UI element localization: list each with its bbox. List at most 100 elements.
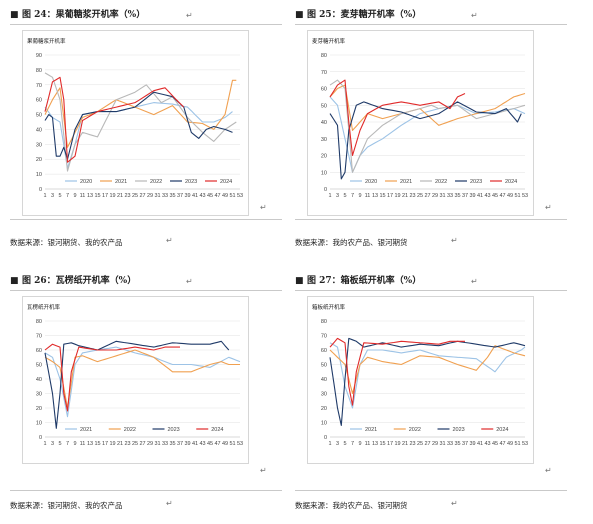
source-divider [295,219,567,220]
x-tick-label: 19 [109,193,115,199]
y-tick-label: 20 [321,154,327,160]
x-tick-label: 29 [432,441,438,447]
x-tick-label: 35 [169,193,175,199]
paragraph-mark-icon: ↵ [260,466,267,475]
x-tick-label: 47 [214,193,220,199]
x-tick-label: 1 [43,441,46,447]
x-tick-label: 41 [192,441,198,447]
legend-label: 2020 [80,179,92,185]
paragraph-mark-icon: ↵ [545,466,552,475]
x-tick-label: 13 [87,441,93,447]
x-tick-label: 7 [66,441,69,447]
x-tick-label: 5 [343,193,346,199]
x-tick-label: 19 [394,441,400,447]
x-tick-label: 19 [109,441,115,447]
figure-source: 数据来源：我的农产品、银河期货 [295,238,408,247]
x-tick-label: 9 [358,193,361,199]
figure-title-row: ■ 图 26：瓦楞纸开机率（%） ↵ [10,274,282,291]
x-tick-label: 53 [522,441,528,447]
x-tick-label: 39 [184,441,190,447]
figure-source: 数据来源：我的农产品、银河期货 [295,501,408,510]
x-tick-label: 29 [432,193,438,199]
x-tick-label: 7 [351,441,354,447]
x-tick-label: 5 [58,193,61,199]
legend-label: 2023 [470,179,482,185]
x-tick-label: 17 [102,193,108,199]
series-line-2022 [329,79,526,173]
x-tick-label: 51 [229,193,235,199]
paragraph-mark-icon: ↵ [166,499,173,508]
x-tick-label: 15 [379,193,385,199]
legend-label: 2022 [150,179,162,185]
x-tick-label: 41 [477,193,483,199]
x-tick-label: 29 [147,441,153,447]
x-tick-label: 27 [139,441,145,447]
series-line-2024 [44,343,180,412]
x-tick-label: 5 [58,441,61,447]
series-line-2021 [44,346,241,418]
series-line-2023 [329,337,526,426]
y-tick-label: 90 [36,53,42,59]
chart-box: 麦芽糖开机率 0 10 20 30 40 50 60 70 80 1 3 5 7 9 11 13 15 17 19 21… [307,30,534,216]
legend-label: 2024 [211,427,223,433]
y-tick-label: 50 [321,103,327,109]
y-tick-label: 70 [321,70,327,76]
figure-source: 数据来源：银河期货、我的农产品 [10,501,123,510]
series-line-2020 [44,102,233,169]
paragraph-mark-icon: ↵ [471,277,478,286]
series-line-2021 [329,84,526,131]
paragraph-mark-icon: ↵ [545,203,552,212]
x-tick-label: 25 [132,441,138,447]
series-line-2024 [44,76,185,163]
x-tick-label: 29 [147,193,153,199]
x-tick-label: 9 [73,193,76,199]
x-tick-label: 37 [462,441,468,447]
x-tick-label: 49 [222,441,228,447]
chart-box: 箱板纸开机率 0 10 20 30 40 50 60 70 80 1 3 5 7 9 11 13 15 17 19 21… [307,296,534,464]
x-tick-label: 23 [124,193,130,199]
x-tick-label: 23 [124,441,130,447]
x-tick-label: 39 [469,193,475,199]
paragraph-mark-icon: ↵ [260,203,267,212]
figure-title-row: ■ 图 24：果葡糖浆开机率（%） ↵ [10,8,282,25]
figure-source: 数据来源：银河期货、我的农产品 [10,238,123,247]
bullet-icon: ■ [10,276,19,286]
x-tick-label: 31 [439,193,445,199]
legend-label: 2020 [365,179,377,185]
x-tick-label: 49 [507,193,513,199]
y-tick-label: 80 [36,68,42,74]
y-tick-label: 20 [36,157,42,163]
y-tick-label: 80 [36,319,42,325]
x-tick-label: 35 [169,441,175,447]
legend-label: 2021 [365,427,377,433]
chart-box: 果葡糖浆开机率 0 10 20 30 40 50 60 70 80 90 1 3 5 7 9 11 13 15 17 1… [22,30,249,216]
y-tick-label: 30 [36,142,42,148]
figure-panel-26: ■ 图 26：瓦楞纸开机率（%） ↵ 瓦楞纸开机率 0 10 20 30 40 50 60 70… [10,274,282,514]
figure-panel-27: ■ 图 27：箱板纸开机率（%） ↵ 箱板纸开机率 0 10 20 30 40 50 60 70… [295,274,567,514]
legend-label: 2024 [496,427,508,433]
x-tick-label: 43 [199,441,205,447]
paragraph-mark-icon: ↵ [451,236,458,245]
series-line-2024 [329,79,466,157]
source-divider [10,219,282,220]
figure-panel-25: ■ 图 25：麦芽糖开机率（%） ↵ 麦芽糖开机率 0 10 20 30 40 50 60 70… [295,8,567,248]
x-tick-label: 27 [424,193,430,199]
legend-label: 2022 [409,427,421,433]
x-tick-label: 13 [372,441,378,447]
x-tick-label: 37 [177,441,183,447]
legend-label: 2022 [124,427,136,433]
x-tick-label: 53 [237,193,243,199]
x-tick-label: 47 [499,441,505,447]
x-tick-label: 33 [162,441,168,447]
x-tick-label: 43 [484,193,490,199]
x-tick-label: 5 [343,441,346,447]
x-tick-label: 43 [199,193,205,199]
x-tick-label: 25 [132,193,138,199]
legend-label: 2021 [115,179,127,185]
x-tick-label: 11 [80,441,86,447]
y-tick-label: 10 [36,421,42,427]
legend-label: 2021 [400,179,412,185]
x-tick-label: 3 [336,193,339,199]
